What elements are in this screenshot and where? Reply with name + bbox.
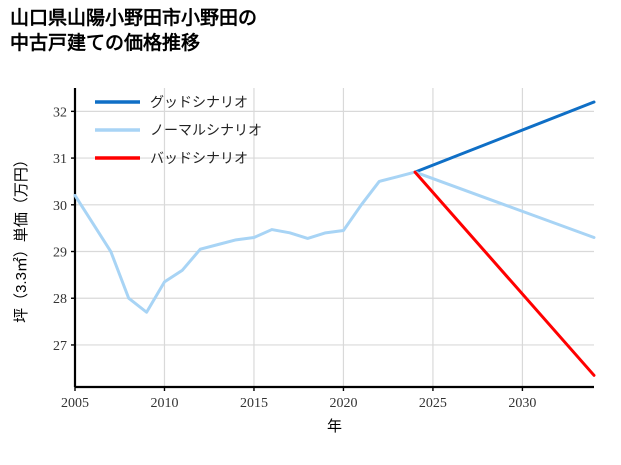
legend-label-グッドシナリオ: グッドシナリオ	[150, 94, 248, 110]
y-tick-label: 32	[53, 105, 67, 120]
y-tick-label: 28	[53, 292, 67, 307]
legend-label-ノーマルシナリオ: ノーマルシナリオ	[150, 122, 262, 138]
x-tick-label: 2015	[240, 396, 268, 411]
series-line-グッドシナリオ	[413, 100, 596, 174]
chart-title: 山口県山陽小野田市小野田の 中古戸建ての価格推移	[10, 8, 258, 55]
series-line-バッドシナリオ	[413, 170, 596, 377]
legend-label-バッドシナリオ: バッドシナリオ	[150, 150, 248, 166]
x-tick-label: 2020	[329, 396, 357, 411]
x-tick-label: 2010	[150, 396, 178, 411]
x-tick-label: 2005	[61, 396, 89, 411]
series-line-ノーマルシナリオ	[73, 170, 596, 314]
y-tick-label: 30	[53, 199, 67, 214]
y-tick-label: 27	[53, 339, 67, 354]
x-axis-title: 年	[327, 418, 342, 435]
y-axis-title: 坪（3.3㎡）単価（万円）	[13, 152, 30, 323]
y-tick-label: 29	[53, 246, 67, 261]
x-tick-label: 2030	[508, 396, 536, 411]
y-tick-label: 31	[53, 152, 67, 167]
x-tick-label: 2025	[419, 396, 447, 411]
